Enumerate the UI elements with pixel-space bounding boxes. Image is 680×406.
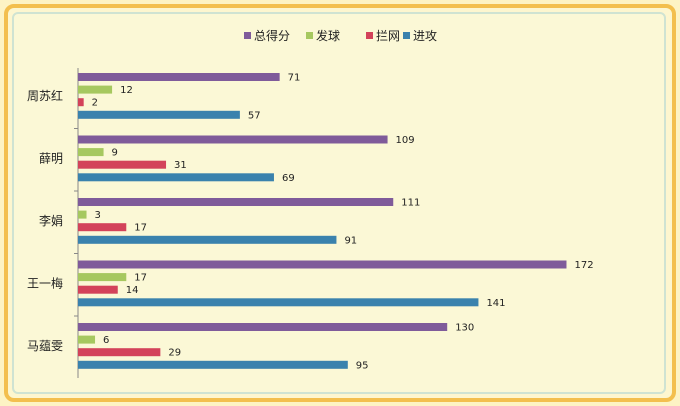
- data-label: 17: [134, 223, 147, 234]
- data-label: 109: [396, 135, 415, 146]
- data-label: 91: [344, 235, 357, 246]
- category-label: 马蕴雯: [27, 339, 63, 353]
- data-label: 12: [120, 85, 133, 96]
- legend-swatch: [306, 32, 313, 39]
- category-label: 周苏红: [27, 88, 63, 103]
- bar: [78, 260, 567, 269]
- data-label: 14: [126, 285, 139, 296]
- data-label: 2: [92, 98, 98, 109]
- category-label: 薛明: [39, 151, 63, 165]
- bar: [78, 98, 84, 107]
- legend-label: 拦网: [376, 29, 400, 43]
- data-label: 6: [103, 335, 109, 346]
- bar: [78, 285, 118, 294]
- category-label: 王一梅: [27, 275, 63, 290]
- bar: [78, 360, 348, 369]
- bar: [78, 348, 161, 357]
- bar: [78, 323, 448, 331]
- data-label: 69: [282, 173, 295, 184]
- data-label: 3: [95, 210, 101, 221]
- legend-swatch: [403, 32, 410, 39]
- bar: [78, 298, 479, 307]
- bar: [78, 148, 104, 157]
- legend-swatch: [366, 32, 373, 39]
- data-label: 17: [134, 273, 147, 284]
- data-label: 31: [174, 160, 187, 171]
- data-label: 130: [455, 323, 474, 334]
- bar: [78, 210, 87, 219]
- bar: [78, 198, 394, 206]
- bar: [78, 173, 274, 182]
- data-label: 29: [168, 348, 181, 359]
- bar: [78, 273, 127, 282]
- data-label: 71: [288, 73, 301, 84]
- data-label: 141: [486, 298, 505, 309]
- bar: [78, 73, 280, 81]
- legend-label: 进攻: [413, 29, 437, 43]
- data-label: 9: [112, 148, 118, 159]
- bar: [78, 235, 337, 244]
- bar: [78, 85, 113, 94]
- plot-area: 周苏红7112257薛明10993169李娟11131791王一梅1721714…: [27, 68, 594, 378]
- data-label: 172: [574, 260, 593, 271]
- legend-swatch: [244, 32, 251, 39]
- bar: [78, 110, 240, 119]
- bar: [78, 335, 96, 344]
- legend: 总得分 发球 拦网 进攻: [244, 28, 437, 43]
- legend-label: 总得分: [254, 28, 290, 43]
- legend-label: 发球: [316, 28, 340, 43]
- bar: [78, 135, 388, 144]
- data-label: 57: [248, 110, 261, 121]
- data-label: 111: [401, 198, 420, 209]
- bar: [78, 160, 167, 169]
- data-label: 95: [356, 360, 369, 371]
- bar: [78, 223, 127, 232]
- category-label: 李娟: [39, 213, 63, 228]
